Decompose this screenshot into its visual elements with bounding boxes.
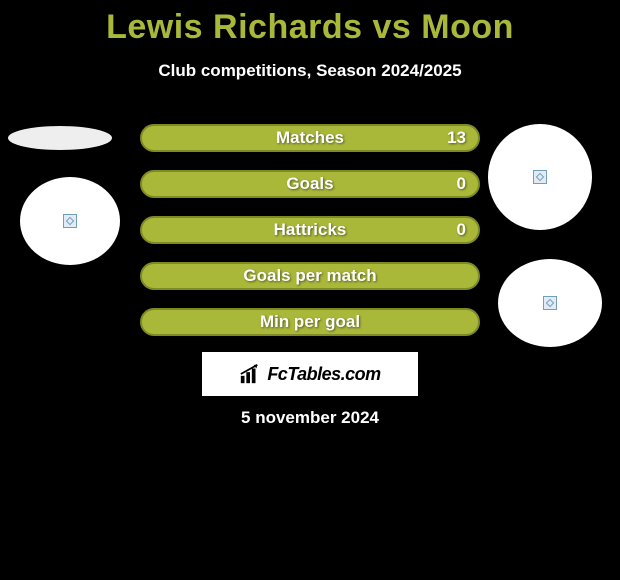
player-left-avatar: [20, 177, 120, 265]
stat-label: Goals per match: [243, 266, 376, 286]
stat-label: Min per goal: [260, 312, 360, 332]
brand-text: FcTables.com: [267, 364, 380, 385]
placeholder-icon: [63, 214, 77, 228]
stat-row-goals-per-match: Goals per match: [140, 262, 480, 290]
stat-row-hattricks: Hattricks 0: [140, 216, 480, 244]
stat-label: Matches: [276, 128, 344, 148]
bar-chart-icon: [239, 363, 261, 385]
stat-right-value: 0: [457, 220, 466, 240]
subtitle: Club competitions, Season 2024/2025: [0, 61, 620, 81]
player-left-shadow: [8, 126, 112, 150]
placeholder-icon: [533, 170, 547, 184]
placeholder-icon: [543, 296, 557, 310]
stat-row-matches: Matches 13: [140, 124, 480, 152]
stat-row-min-per-goal: Min per goal: [140, 308, 480, 336]
page-title: Lewis Richards vs Moon: [0, 0, 620, 47]
player-right-avatar-alt: [498, 259, 602, 347]
stat-row-goals: Goals 0: [140, 170, 480, 198]
player-right-avatar: [488, 124, 592, 230]
stat-label: Hattricks: [274, 220, 347, 240]
stat-right-value: 0: [457, 174, 466, 194]
date-label: 5 november 2024: [0, 408, 620, 428]
brand-badge: FcTables.com: [202, 352, 418, 396]
stat-label: Goals: [286, 174, 333, 194]
stats-panel: Matches 13 Goals 0 Hattricks 0 Goals per…: [140, 124, 480, 354]
stat-right-value: 13: [447, 128, 466, 148]
